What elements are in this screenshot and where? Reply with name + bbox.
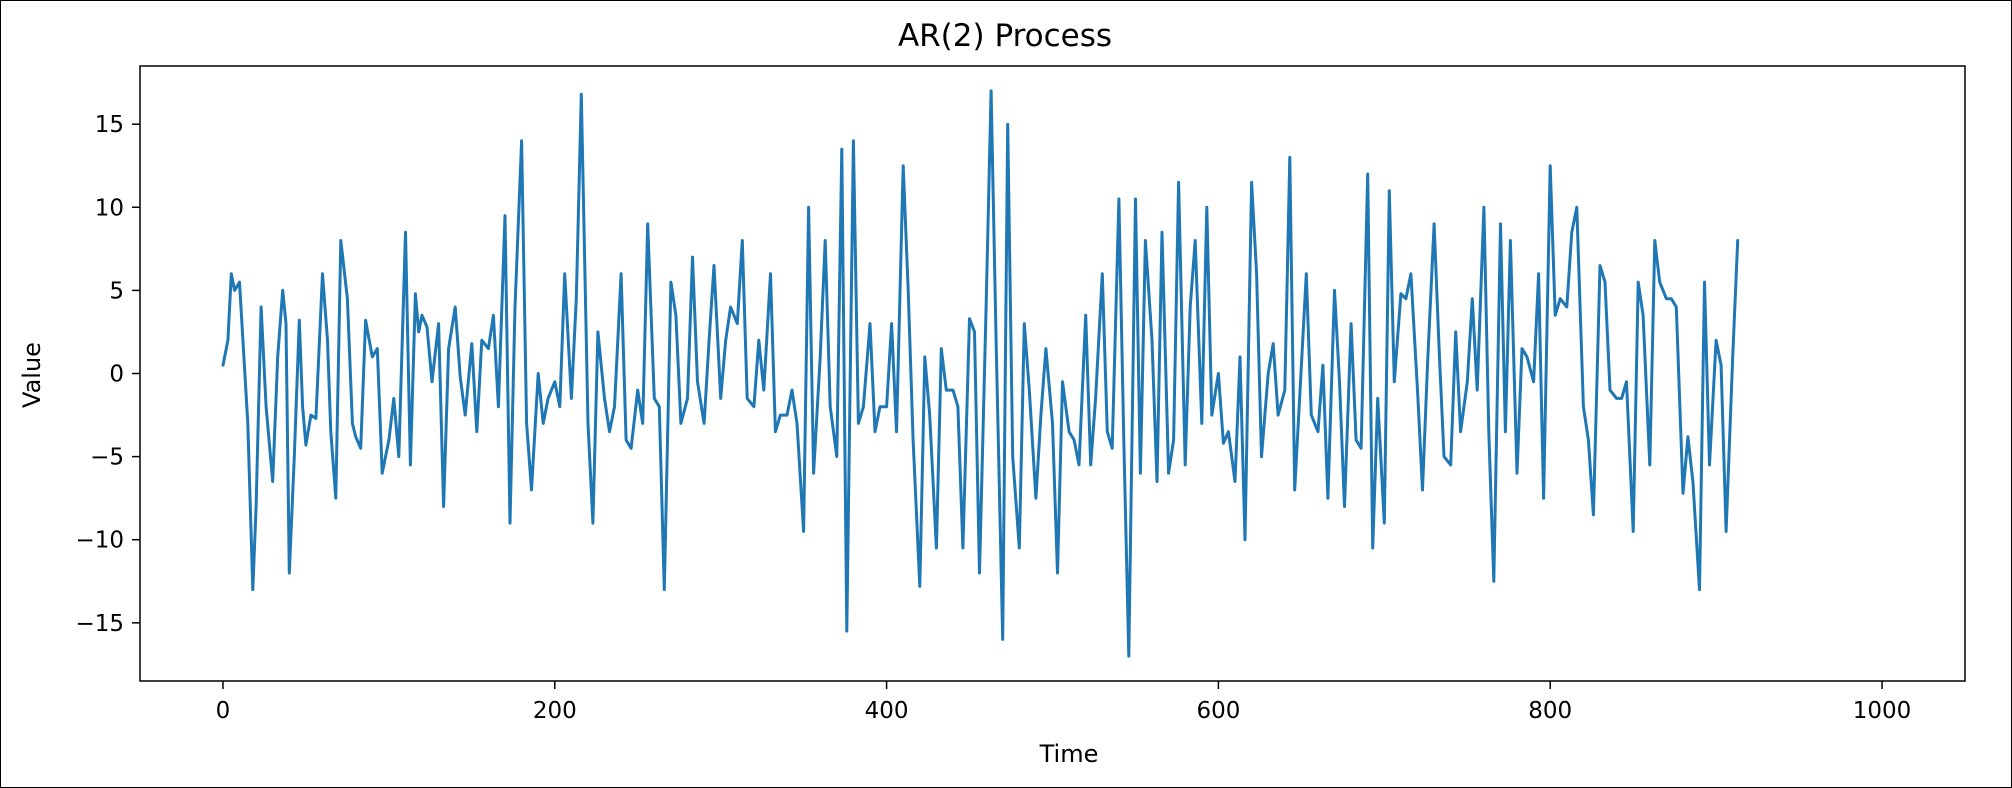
x-tick-label: 200 — [533, 698, 577, 724]
plot-area — [139, 65, 1966, 682]
series-line — [221, 89, 1740, 658]
y-axis: −15 −10 −5 0 5 10 15 — [75, 112, 140, 637]
x-tick-label: 800 — [1528, 698, 1572, 724]
x-tick-label: 600 — [1196, 698, 1240, 724]
y-tick-label: 15 — [95, 112, 124, 138]
y-tick-label: 10 — [95, 195, 124, 221]
x-axis-label: Time — [1039, 740, 1099, 768]
chart-title: AR(2) Process — [898, 18, 1112, 54]
x-axis: 0 200 400 600 800 1000 — [216, 681, 1912, 724]
y-tick-label: 5 — [109, 278, 124, 304]
y-tick-label: −15 — [75, 611, 124, 637]
x-tick-label: 0 — [216, 698, 231, 724]
x-tick-label: 400 — [865, 698, 909, 724]
series-layer — [221, 89, 1740, 658]
y-axis-label: Value — [18, 342, 46, 408]
y-tick-label: 0 — [109, 362, 124, 388]
y-tick-label: −5 — [90, 445, 124, 471]
y-tick-label: −10 — [75, 528, 124, 554]
x-tick-label: 1000 — [1853, 698, 1912, 724]
